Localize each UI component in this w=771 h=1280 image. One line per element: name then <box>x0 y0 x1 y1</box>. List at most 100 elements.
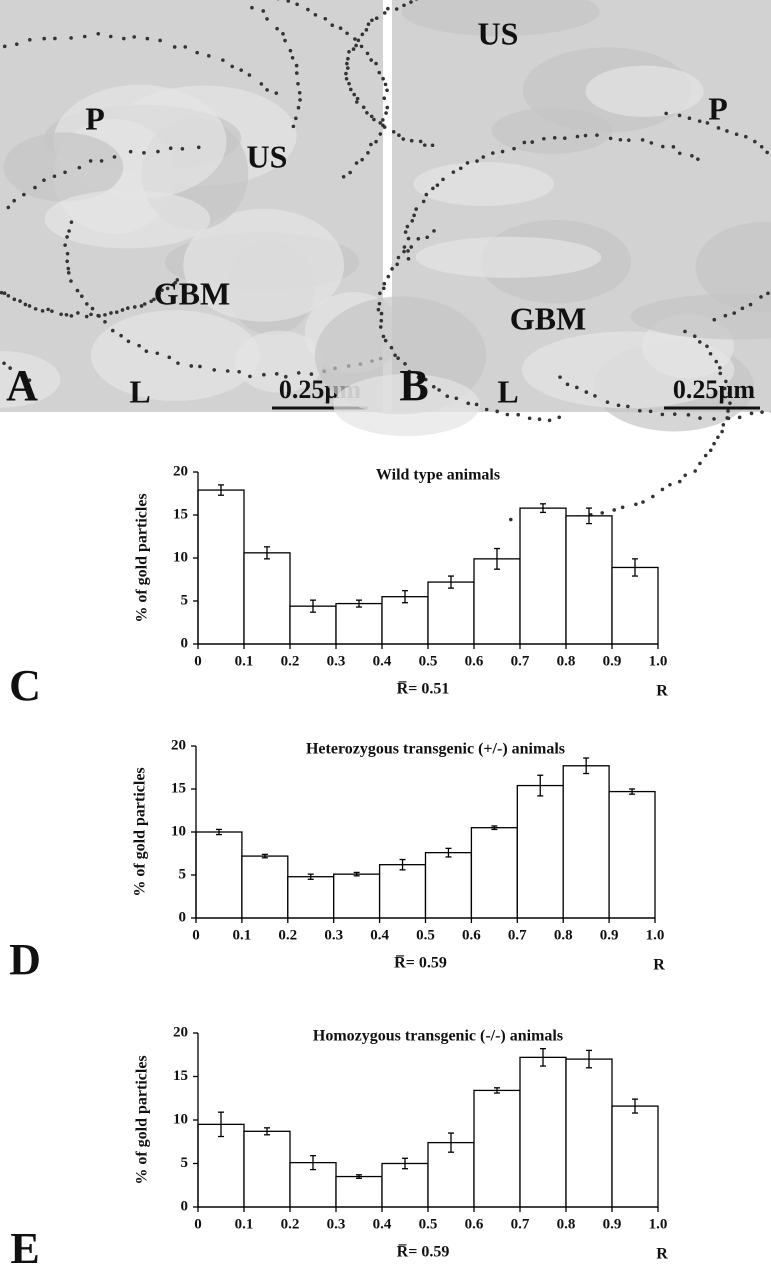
gold-particle <box>395 262 399 267</box>
gold-particle <box>212 368 217 372</box>
gold-particle <box>484 407 489 412</box>
gold-particle <box>250 5 254 10</box>
gold-particle <box>381 286 386 291</box>
gold-particle <box>274 91 279 95</box>
gold-particle <box>75 288 80 293</box>
gold-particle <box>385 88 389 93</box>
x-tick-label: 0.9 <box>603 653 622 669</box>
gold-particle <box>142 151 146 155</box>
gold-particle <box>726 416 731 421</box>
gold-particle <box>737 415 742 420</box>
y-tick-label: 15 <box>171 780 186 796</box>
gold-particle <box>183 45 188 49</box>
gold-particle <box>59 312 63 317</box>
gold-particle <box>69 279 73 283</box>
gold-particle <box>527 416 532 421</box>
gold-particle <box>298 98 302 102</box>
gold-particle <box>69 220 74 224</box>
x-tick-label: 0.9 <box>600 927 619 943</box>
y-tick-label: 10 <box>173 1111 188 1127</box>
y-tick-label: 20 <box>173 1024 188 1040</box>
bar <box>197 489 245 645</box>
gold-particle <box>286 0 291 3</box>
bar <box>381 596 429 645</box>
error-bar <box>402 1157 408 1170</box>
error-bar <box>356 1174 362 1179</box>
gold-particle <box>283 38 287 43</box>
gold-particle <box>294 71 299 75</box>
bar <box>562 765 610 919</box>
gold-particle <box>103 320 107 324</box>
gold-particle <box>668 482 672 487</box>
gold-particle <box>275 26 279 31</box>
error-bar <box>399 858 406 871</box>
x-tick-label: 0.2 <box>281 653 300 669</box>
gold-particle <box>765 150 769 155</box>
panel-letter: B <box>399 361 428 410</box>
gold-particle <box>108 34 113 39</box>
gold-particle <box>686 413 691 417</box>
gold-particle <box>391 130 396 134</box>
gold-particle <box>410 218 415 223</box>
gold-particle <box>716 435 720 440</box>
gold-particle <box>18 299 22 303</box>
y-axis-label: % of gold particles <box>134 1055 151 1184</box>
gold-particle <box>475 159 479 163</box>
error-bar <box>632 558 638 577</box>
bar <box>424 851 473 919</box>
gold-particle <box>175 278 180 282</box>
error-bar <box>583 757 590 775</box>
gold-particle <box>402 245 407 249</box>
bar <box>333 873 381 919</box>
error-bar <box>215 828 222 836</box>
gold-particle <box>99 159 104 163</box>
gold-particle <box>33 307 38 311</box>
x-tick-label: 0.8 <box>554 927 573 943</box>
gold-particle <box>583 133 588 138</box>
gold-particle <box>180 146 185 151</box>
gold-particle <box>431 186 435 191</box>
micrograph-label: GBM <box>510 300 586 336</box>
micrograph-label: US <box>478 15 519 51</box>
error-bar <box>491 825 498 831</box>
gold-particle <box>612 508 616 512</box>
gold-particle <box>12 198 16 203</box>
bar <box>287 876 335 919</box>
gold-particle <box>53 36 57 41</box>
gold-particle <box>382 11 387 15</box>
gold-particle <box>346 66 350 70</box>
chart-title: Heterozygous transgenic (+/-) animals <box>306 741 565 758</box>
gold-particle <box>403 361 407 366</box>
gold-particle <box>261 9 266 13</box>
error-bar <box>448 575 454 589</box>
gold-particle <box>139 304 144 308</box>
gold-particle <box>708 351 713 356</box>
gold-particle <box>288 48 293 53</box>
gold-particle <box>128 149 133 154</box>
micrograph-texture <box>401 0 600 37</box>
gold-particle <box>366 151 370 155</box>
gold-particle <box>378 132 383 136</box>
gold-particle <box>344 76 349 81</box>
gold-particle <box>424 192 429 197</box>
gold-particle <box>423 377 428 382</box>
gold-particle <box>430 143 435 148</box>
gold-particle <box>390 267 394 271</box>
gold-particle <box>595 133 599 137</box>
gold-particle <box>557 415 562 420</box>
gold-particle <box>414 0 418 1</box>
gold-particle <box>171 282 176 287</box>
micrograph-label: L <box>129 373 150 409</box>
y-tick-label: 10 <box>171 823 186 839</box>
bar <box>565 515 613 645</box>
gold-particle <box>512 146 516 151</box>
gold-particle <box>421 199 426 204</box>
gold-particle <box>466 401 471 406</box>
gold-particle <box>740 306 745 311</box>
gold-particle <box>40 309 45 313</box>
gold-particle <box>435 183 440 187</box>
gold-particle <box>734 132 739 137</box>
annotation: R̅= 0.59 <box>397 1243 450 1261</box>
gold-particle <box>383 338 388 343</box>
